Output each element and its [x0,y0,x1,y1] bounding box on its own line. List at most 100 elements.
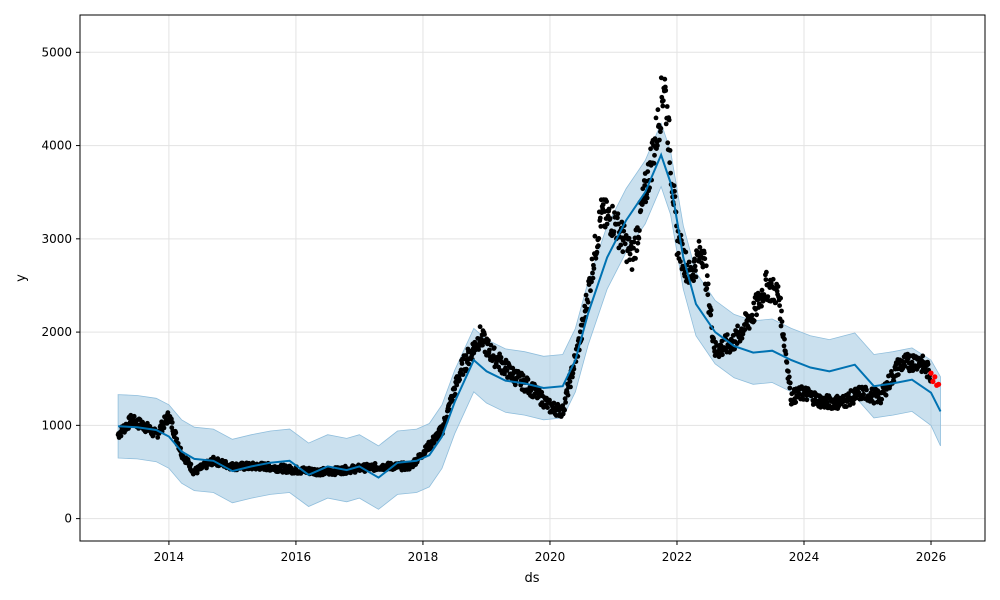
x-tick-label: 2018 [408,550,439,564]
observed-point [600,202,606,207]
observed-point [590,270,595,276]
observed-point [664,104,670,109]
observed-point [551,400,557,406]
observed-point [615,215,620,221]
observed-point [856,390,862,395]
observed-point [651,160,657,166]
observed-point [595,243,601,249]
observed-point [452,386,458,392]
observed-point [644,195,650,201]
observed-point [118,433,124,439]
observed-point [638,208,644,213]
observed-point [604,221,610,227]
observed-point [648,146,653,152]
observed-point [622,241,628,247]
grid [80,15,985,541]
observed-point [512,382,518,388]
observed-point [593,255,599,261]
highlight-point [936,381,942,387]
observed-point [463,353,469,358]
observed-point [704,273,710,279]
observed-point [742,327,748,332]
observed-point [498,355,504,360]
observed-point [585,299,591,305]
observed-point [637,228,642,233]
observed-point [627,257,632,263]
observed-point [703,263,709,269]
observed-point [464,366,469,372]
observed-point [567,379,573,384]
observed-point [428,444,434,450]
observed-point [520,372,526,378]
observed-point [878,400,884,406]
observed-point [662,76,668,82]
observed-point [787,385,793,391]
observed-point [583,292,589,298]
observed-point [619,219,625,225]
observed-point [452,391,458,397]
observed-point [642,183,648,188]
observed-point [778,295,783,301]
highlight-point [930,378,936,385]
observed-point [749,312,755,318]
observed-point [645,169,651,175]
observed-point [793,399,799,405]
observed-point [607,216,613,221]
observed-point [779,308,784,314]
observed-point [570,370,576,376]
observed-point [568,384,573,390]
observed-point [682,273,688,279]
observed-point [487,347,492,353]
x-axis-label: ds [524,571,539,586]
observed-point [850,401,856,406]
observed-point [643,199,649,205]
observed-point [883,392,889,398]
observed-point [692,256,697,262]
y-tick-label: 3000 [41,232,72,246]
observed-point [763,277,769,282]
observed-point [633,256,638,261]
observed-point [751,300,757,306]
observed-point [655,107,661,113]
observed-point [491,345,497,351]
observed-point [708,312,714,318]
observed-point [604,199,609,204]
observed-point [708,307,714,313]
observed-point [652,136,658,142]
observed-point [668,170,673,176]
observed-point [606,206,612,212]
observed-point [671,183,677,189]
observed-point [589,256,595,262]
observed-point [457,377,462,383]
observed-point [161,425,167,431]
observed-point [783,351,789,357]
observed-point [879,396,885,402]
y-axis-ticks: 0 1000 2000 3000 4000 5000 [41,45,80,526]
observed-point [663,121,669,127]
observed-point [635,240,641,246]
observed-point [853,395,859,401]
observed-point [672,188,677,194]
observed-point [775,284,781,289]
observed-point [781,332,786,337]
observed-point [786,369,791,374]
observed-point [169,420,175,425]
observed-point [676,250,681,256]
observed-point [588,288,593,294]
observed-point [372,461,378,466]
observed-point [770,276,776,282]
observed-point [781,343,787,349]
x-axis-ticks: 2014 2016 2018 2020 2022 2024 2026 [154,541,946,564]
observed-point [560,411,566,417]
observed-point [631,245,636,251]
observed-point [466,361,472,367]
y-tick-label: 2000 [41,325,72,339]
observed-point [705,292,711,298]
observed-point [784,360,790,365]
observed-point [895,372,901,377]
observed-point [693,274,699,280]
y-axis-label: y [14,274,29,282]
observed-point [482,332,487,337]
